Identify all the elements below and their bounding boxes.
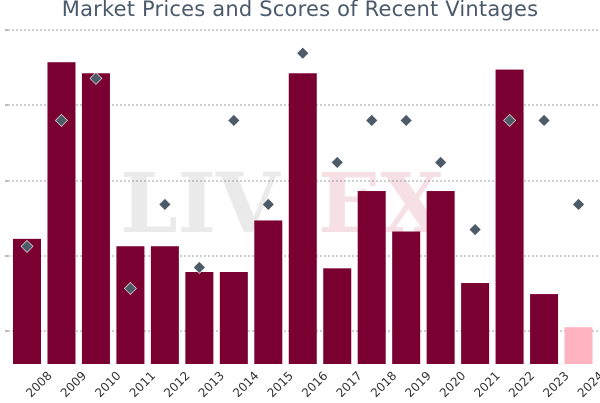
bar-2015 bbox=[254, 220, 283, 364]
bar-2021 bbox=[461, 283, 490, 364]
score-point-2015 bbox=[261, 197, 275, 211]
x-tick-label: 2023 bbox=[540, 369, 571, 400]
bar-2020 bbox=[426, 191, 455, 364]
x-tick-label: 2015 bbox=[265, 369, 296, 400]
bar-2017 bbox=[323, 268, 352, 364]
bar-2022 bbox=[495, 69, 524, 364]
bar-2023 bbox=[530, 294, 559, 364]
x-tick-label: 2012 bbox=[161, 369, 192, 400]
x-tick-label: 2016 bbox=[299, 369, 330, 400]
x-tick-label: 2013 bbox=[196, 369, 227, 400]
score-point-2012 bbox=[158, 197, 172, 211]
x-tick-label: 2011 bbox=[127, 369, 158, 400]
x-tick-label: 2024 bbox=[575, 369, 600, 400]
bar-2011 bbox=[116, 246, 145, 364]
score-point-2022 bbox=[503, 113, 517, 127]
bar-2016 bbox=[288, 73, 317, 364]
x-tick-label: 2019 bbox=[402, 369, 433, 400]
bar-2009 bbox=[47, 62, 76, 365]
bar-2024 bbox=[564, 327, 593, 364]
x-tick-label: 2009 bbox=[58, 369, 89, 400]
watermark-text: LIV bbox=[120, 156, 281, 252]
bar-2018 bbox=[357, 191, 386, 364]
score-point-2019 bbox=[399, 113, 413, 127]
x-tick-label: 2017 bbox=[333, 369, 364, 400]
x-tick-label: 2022 bbox=[506, 369, 537, 400]
score-point-2009 bbox=[55, 113, 68, 127]
chart-title: Market Prices and Scores of Recent Vinta… bbox=[61, 0, 539, 21]
score-point-2008 bbox=[20, 239, 34, 253]
score-point-2013 bbox=[192, 260, 206, 274]
x-tick-label: 2020 bbox=[437, 369, 468, 400]
bar-2013 bbox=[185, 271, 214, 364]
score-point-2020 bbox=[434, 155, 448, 169]
bar-2019 bbox=[392, 231, 421, 364]
x-tick-label: 2021 bbox=[471, 369, 502, 400]
x-tick-label: 2008 bbox=[23, 369, 54, 400]
x-tick-label: 2018 bbox=[368, 369, 399, 400]
x-tick-label: 2010 bbox=[92, 369, 123, 400]
bar-2014 bbox=[219, 271, 248, 364]
bar-2010 bbox=[81, 73, 110, 364]
x-tick-label: 2014 bbox=[230, 369, 261, 400]
bar-2008 bbox=[13, 238, 41, 364]
score-point-2021 bbox=[468, 223, 482, 237]
score-point-2010 bbox=[89, 71, 103, 85]
score-point-2018 bbox=[365, 113, 379, 127]
score-point-2016 bbox=[296, 46, 310, 60]
score-point-2023 bbox=[537, 113, 551, 127]
score-point-2011 bbox=[123, 281, 137, 295]
score-point-2024 bbox=[572, 197, 585, 211]
score-point-2014 bbox=[227, 113, 241, 127]
bar-2012 bbox=[150, 246, 179, 364]
score-point-2017 bbox=[330, 155, 344, 169]
